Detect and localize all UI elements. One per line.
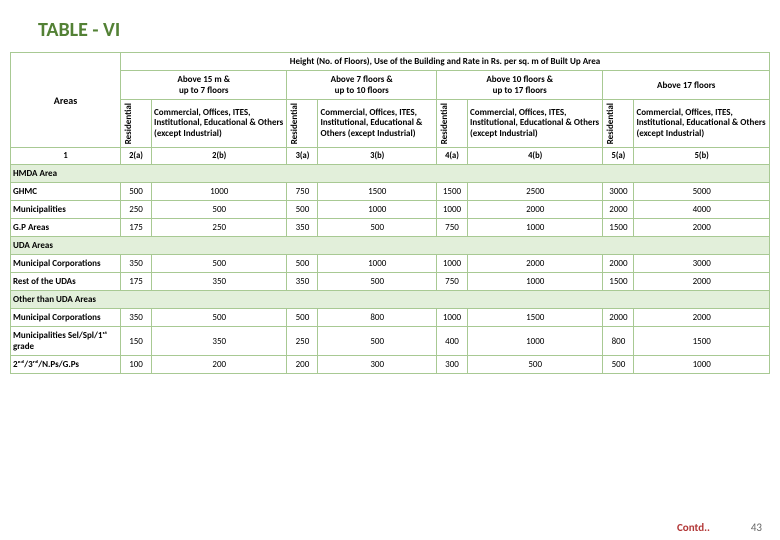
main-header: Height (No. of Floors), Use of the Build… <box>121 53 770 71</box>
band-other: Other than UDA Areas <box>11 291 770 309</box>
table-row: Municipalities 250500 5001000 10002000 2… <box>11 201 770 219</box>
colgroup-0: Above 15 m & up to 7 floors <box>121 71 287 100</box>
table-row: Municipalities Sel/Spl/1ˢᵗ grade 150350 … <box>11 327 770 356</box>
contd-label: Contd.. <box>677 521 710 534</box>
table-row: Municipal Corporations 350500 500800 100… <box>11 309 770 327</box>
colgroup-2: Above 10 floors & up to 17 floors <box>436 71 602 100</box>
colgroup-1: Above 7 floors & up to 10 floors <box>287 71 437 100</box>
desc-0: Commercial, Offices, ITES, Institutional… <box>152 100 287 148</box>
page-title: TABLE - VI <box>10 18 770 42</box>
band-uda: UDA Areas <box>11 237 770 255</box>
band-hmda: HMDA Area <box>11 165 770 183</box>
table-row: 2ⁿᵈ/3ʳᵈ/N.Ps/G.Ps 100200 200300 300500 5… <box>11 356 770 374</box>
res-1: Residential <box>287 100 318 148</box>
desc-3: Commercial, Offices, ITES, Institutional… <box>634 100 770 148</box>
page-number: 43 <box>751 521 762 534</box>
colgroup-3: Above 17 floors <box>603 71 770 100</box>
desc-1: Commercial, Offices, ITES, Institutional… <box>318 100 436 148</box>
desc-2: Commercial, Offices, ITES, Institutional… <box>468 100 603 148</box>
res-2: Residential <box>436 100 467 148</box>
table-row: Municipal Corporations 350500 5001000 10… <box>11 255 770 273</box>
id-row: 1 2(a)2(b) 3(a)3(b) 4(a)4(b) 5(a)5(b) <box>11 148 770 165</box>
rate-table: Areas Height (No. of Floors), Use of the… <box>10 52 770 374</box>
table-row: GHMC 5001000 7501500 15002500 30005000 <box>11 183 770 201</box>
areas-header: Areas <box>11 53 121 148</box>
table-row: Rest of the UDAs 175350 350500 7501000 1… <box>11 273 770 291</box>
res-3: Residential <box>603 100 634 148</box>
table-row: G.P Areas 175250 350500 7501000 15002000 <box>11 219 770 237</box>
res-0: Residential <box>121 100 152 148</box>
